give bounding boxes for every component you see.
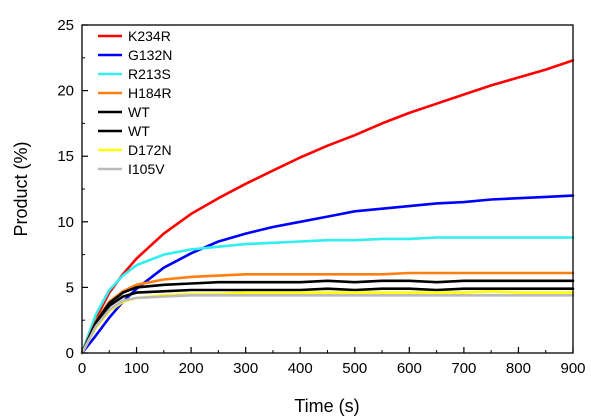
series-line-r213s: [80, 236, 575, 355]
axes-layer: 0 100 200 300 400 500 600 700 800 900 0 5 10 15 20 25: [57, 17, 585, 377]
y-tick-label: 0: [66, 345, 74, 362]
legend-label: I105V: [128, 161, 165, 177]
y-tick-label: 15: [57, 148, 74, 165]
series-line-h184r: [80, 271, 575, 355]
legend-label: G132N: [128, 47, 172, 63]
x-tick-label: 200: [179, 360, 204, 377]
series-layer: [80, 59, 575, 355]
x-tick-label: 0: [78, 360, 86, 377]
series-line-k234r: [80, 59, 575, 355]
y-tick-label: 20: [57, 83, 74, 100]
legend-label: R213S: [128, 66, 171, 82]
series-line-wt-5: [80, 287, 575, 355]
legend-label: WT: [128, 123, 150, 139]
legend-label: WT: [128, 104, 150, 120]
x-tick-label: 500: [342, 360, 367, 377]
x-tick-label: 900: [560, 360, 585, 377]
x-tick-label: 300: [233, 360, 258, 377]
y-tick-label: 5: [66, 279, 74, 296]
y-tick-label: 25: [57, 17, 74, 34]
x-tick-label: 700: [451, 360, 476, 377]
x-tick-label: 100: [124, 360, 149, 377]
x-tick-label: 800: [506, 360, 531, 377]
x-axis-title: Time (s): [294, 396, 359, 416]
x-tick-label: 600: [397, 360, 422, 377]
y-axis-title: Product (%): [11, 141, 31, 236]
series-line-wt-4: [80, 279, 575, 355]
x-tick-label: 400: [288, 360, 313, 377]
series-line-g132n: [80, 194, 575, 355]
legend-label: D172N: [128, 142, 172, 158]
legend-label: H184R: [128, 85, 172, 101]
legend: K234R G132N R213S H184R WT WT D172N I105V: [98, 28, 172, 177]
series-line-i105v: [80, 293, 575, 355]
y-tick-label: 10: [57, 214, 74, 231]
series-line-d172n: [80, 289, 575, 355]
legend-label: K234R: [128, 28, 171, 44]
